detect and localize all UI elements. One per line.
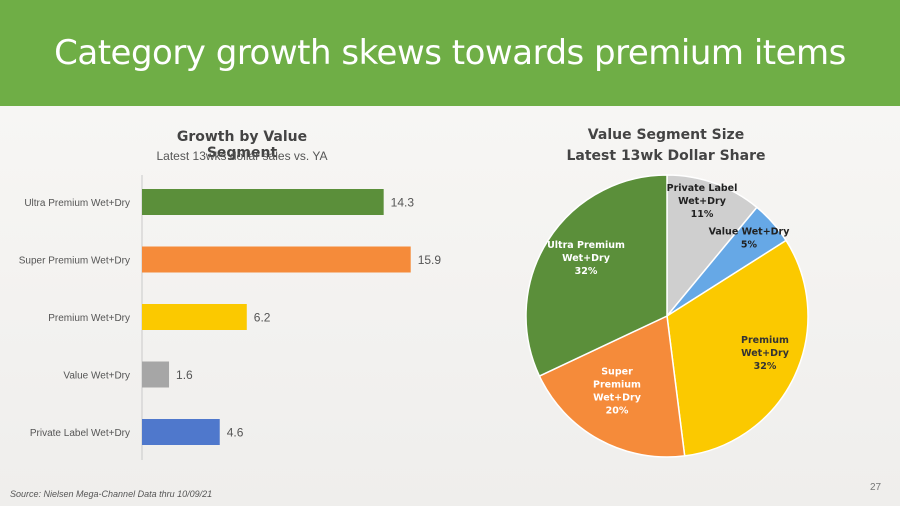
pie-slice-label: 11% xyxy=(691,209,714,220)
bar-2 xyxy=(142,246,411,273)
pie-slice-label: Wet+Dry xyxy=(678,196,727,207)
bar-category-label: Value Wet+Dry xyxy=(63,371,130,382)
pie-slice-label: Ultra Premium xyxy=(547,240,625,251)
pie-slice-label: Super xyxy=(601,367,633,378)
pie-slice-label: 5% xyxy=(741,240,758,251)
bar-data-label: 6.2 xyxy=(254,311,271,325)
pie-slice-label: Premium xyxy=(593,380,641,391)
pie-slice-label: Wet+Dry xyxy=(562,253,611,264)
bar-data-label: 14.3 xyxy=(391,196,415,210)
bar-1 xyxy=(142,189,384,215)
bar-data-label: 15.9 xyxy=(418,253,442,267)
bar-chart-subtitle: Latest 13wks dollar sales vs. YA xyxy=(156,149,328,163)
bar-category-label: Ultra Premium Wet+Dry xyxy=(24,198,130,209)
bar-chart: Ultra Premium Wet+Dry 14.3 Super Premium W… xyxy=(19,175,442,460)
pie-chart: Private Label Wet+Dry 11% Value Wet+Dry 5% Pr… xyxy=(525,174,809,458)
pie-slice-label: Premium xyxy=(741,335,789,346)
page-number: 27 xyxy=(870,482,882,493)
pie-slice-label: Private Label xyxy=(667,183,738,194)
page-title: Category growth skews towards premium it… xyxy=(54,33,846,73)
pie-slice-label: 20% xyxy=(606,406,629,417)
title-banner: Category growth skews towards premium it… xyxy=(0,0,900,106)
bar-data-label: 1.6 xyxy=(176,368,193,382)
bar-4 xyxy=(142,361,170,388)
pie-slice-3 xyxy=(666,239,809,457)
pie-slice-label: Value Wet+Dry xyxy=(709,227,791,238)
bar-5 xyxy=(142,419,220,445)
pie-slice-label: Wet+Dry xyxy=(593,393,642,404)
pie-chart-title-line2: Latest 13wk Dollar Share xyxy=(566,148,766,164)
bar-category-label: Premium Wet+Dry xyxy=(48,313,130,324)
pie-slice-label: 32% xyxy=(575,266,598,277)
pie-chart-title: Value Segment Size Latest 13wk Dollar Sh… xyxy=(556,125,776,167)
pie-slice-4 xyxy=(538,314,686,458)
bar-chart-title: Growth by Value Segment xyxy=(176,129,308,161)
bar-3 xyxy=(142,304,247,330)
pie-slice-label: Wet+Dry xyxy=(741,348,790,359)
pie-slice-1 xyxy=(666,174,758,319)
source-note: Source: Nielsen Mega-Channel Data thru 1… xyxy=(10,489,213,499)
pie-slice-5 xyxy=(525,174,668,378)
bar-data-label: 4.6 xyxy=(227,426,244,440)
bar-category-label: Private Label Wet+Dry xyxy=(30,428,130,439)
pie-slice-label: 32% xyxy=(754,361,777,372)
pie-chart-title-line1: Value Segment Size xyxy=(587,127,745,143)
bar-category-label: Super Premium Wet+Dry xyxy=(19,256,130,267)
